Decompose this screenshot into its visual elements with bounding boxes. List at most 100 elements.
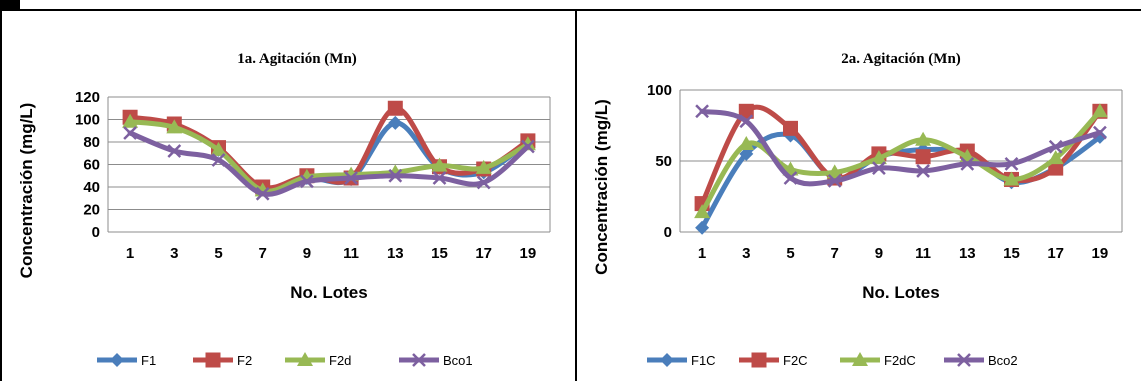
x-axis-label: No. Lotes	[290, 283, 367, 302]
data-point-Bco2	[1004, 156, 1019, 171]
legend-label: F1C	[691, 353, 716, 368]
data-point-F1	[388, 115, 403, 130]
x-tick-label: 3	[742, 245, 750, 262]
y-tick-label: 40	[83, 179, 100, 196]
data-point-F2dC	[870, 150, 887, 165]
y-tick-label: 50	[655, 153, 672, 170]
x-tick-label: 11	[343, 245, 359, 262]
data-point-F2dC	[694, 204, 711, 219]
legend-marker-F1	[110, 353, 124, 367]
data-point-Bco1	[300, 174, 314, 189]
data-point-F2dC	[826, 164, 843, 179]
x-tick-label: 5	[786, 245, 794, 262]
data-point-Bco2	[1048, 139, 1063, 154]
legend-label: F2	[237, 353, 252, 368]
data-point-F2dC	[1091, 103, 1108, 118]
x-tick-label: 5	[214, 245, 222, 262]
data-point-Bco2	[1093, 125, 1107, 140]
legend-label: Bco2	[988, 353, 1018, 368]
x-tick-label: 7	[831, 245, 839, 262]
data-point-F2dC	[1003, 171, 1020, 186]
legend-label: F1	[141, 353, 156, 368]
series-line-Bco2	[699, 108, 1103, 187]
legend-marker-Bco2	[957, 353, 971, 367]
x-tick-label: 15	[1003, 245, 1020, 262]
legend-marker-F2C	[751, 352, 767, 368]
data-point-F2d	[166, 119, 183, 134]
y-tick-label: 120	[75, 89, 100, 106]
data-point-F2	[387, 100, 403, 116]
data-point-Bco2	[827, 173, 842, 188]
legend-label: F2C	[783, 353, 808, 368]
data-point-Bco1	[476, 175, 491, 190]
data-point-Bco1	[167, 144, 182, 158]
chart-title: 2a. Agitación (Mn)	[841, 51, 961, 67]
x-axis-label: No. Lotes	[862, 283, 939, 302]
legend-marker-F2dC	[852, 352, 868, 366]
data-point-Bco2	[916, 164, 930, 178]
data-point-Bco1	[388, 168, 403, 183]
y-axis-label: Concentración (mg/L)	[17, 103, 36, 279]
x-tick-label: 1	[126, 245, 134, 262]
x-tick-label: 3	[170, 245, 178, 262]
corner-fragment	[0, 0, 20, 9]
x-tick-label: 7	[259, 245, 267, 262]
legend-marker-F1C	[660, 353, 674, 367]
y-tick-label: 100	[75, 112, 100, 129]
data-point-F2dC	[1047, 150, 1064, 165]
legend-marker-F2d	[297, 352, 313, 366]
data-point-Bco2	[695, 104, 709, 119]
legend-label: F2dC	[884, 353, 916, 368]
data-point-Bco1	[123, 126, 137, 140]
data-point-F2d	[210, 141, 227, 156]
data-point-F1C	[739, 146, 754, 161]
legend-marker-F2	[205, 352, 221, 368]
series-line-F2d	[127, 119, 531, 194]
y-tick-label: 100	[647, 82, 672, 99]
legend-label: Bco1	[443, 353, 473, 368]
x-tick-label: 17	[475, 245, 492, 262]
data-point-Bco2	[872, 161, 886, 175]
data-point-Bco1	[211, 153, 226, 167]
x-tick-label: 13	[959, 245, 976, 262]
data-point-Bco1	[255, 186, 270, 201]
x-tick-label: 9	[875, 245, 883, 262]
data-point-F1C	[695, 220, 710, 235]
data-point-F2dC	[738, 135, 755, 150]
y-tick-label: 80	[83, 134, 100, 151]
y-tick-label: 60	[83, 157, 100, 174]
x-tick-label: 1	[698, 245, 706, 262]
data-point-F2d	[122, 113, 139, 128]
data-point-F2d	[475, 159, 492, 174]
chart-panel-left: 1a. Agitación (Mn) 0 20 40 60 80 100 120 1 3 5 7 9 11…	[0, 9, 576, 381]
data-point-F2d	[431, 157, 448, 172]
y-tick-label: 20	[83, 202, 100, 219]
y-axis-label: Concentración (mg/L)	[592, 99, 611, 275]
data-point-Bco2	[739, 114, 754, 129]
x-tick-label: 13	[387, 245, 404, 262]
series-line-Bco1	[127, 130, 531, 197]
data-point-F2dC	[915, 131, 932, 146]
x-tick-label: 19	[1092, 245, 1109, 262]
x-tick-label: 19	[520, 245, 537, 262]
y-tick-label: 0	[664, 224, 672, 241]
data-point-Bco2	[783, 171, 798, 185]
data-point-F2C	[1048, 160, 1064, 176]
y-tick-label: 0	[92, 224, 100, 241]
data-point-F2C	[738, 103, 754, 119]
x-tick-label: 15	[431, 245, 448, 262]
chart-panel-right: 2a. Agitación (Mn) 0 50 100 1 3 5 7 9 11 13 15 17 19 N…	[575, 9, 1141, 381]
data-point-Bco1	[344, 171, 358, 185]
x-tick-label: 17	[1047, 245, 1064, 262]
data-point-F2C	[915, 149, 931, 165]
chart-title: 1a. Agitación (Mn)	[237, 51, 357, 67]
data-point-Bco2	[960, 156, 975, 171]
data-point-F2C	[783, 120, 798, 136]
legend-marker-Bco1	[412, 353, 426, 367]
x-tick-label: 9	[303, 245, 311, 262]
legend-label: F2d	[329, 353, 351, 368]
data-point-Bco1	[521, 139, 535, 154]
series-line-F2dC	[699, 108, 1103, 215]
